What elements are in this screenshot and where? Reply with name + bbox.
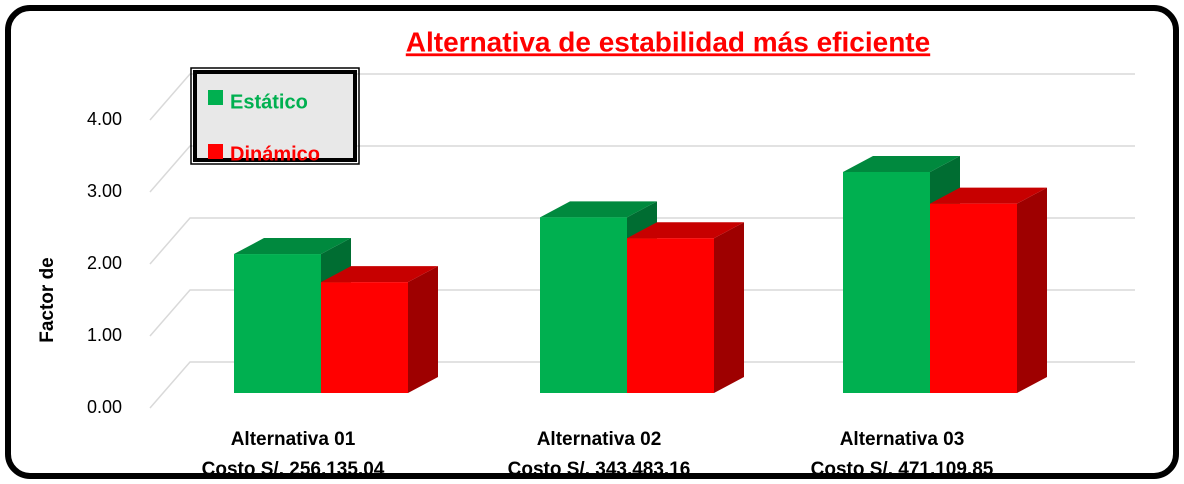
legend-label: Dinámico	[230, 143, 320, 165]
grid-line	[149, 145, 1135, 193]
legend-label: Estático	[230, 91, 308, 113]
plot: Alternativa de estabilidad más eficiente…	[37, 26, 1135, 480]
y-tick-label: 4.00	[87, 109, 122, 129]
grid-line	[149, 217, 1135, 265]
bar	[843, 171, 930, 393]
bar-side	[714, 222, 744, 393]
y-tick-label: 3.00	[87, 181, 122, 201]
x-tick-label: Alternativa 01	[231, 429, 356, 450]
legend-swatch	[208, 90, 223, 105]
bar-top	[843, 155, 960, 172]
bar	[930, 203, 1017, 393]
grid-line	[149, 73, 1135, 121]
bar-top	[321, 266, 438, 283]
grid-line	[149, 361, 1135, 409]
frame	[5, 5, 1179, 479]
bar	[540, 217, 627, 393]
grid-line	[149, 289, 1135, 337]
bar-top	[627, 222, 744, 239]
y-tick-label: 2.00	[87, 253, 122, 273]
y-tick-label: 0.00	[87, 397, 122, 417]
bar-top	[930, 187, 1047, 204]
x-tick-label: Alternativa 02	[537, 429, 662, 450]
y-tick-label: 1.00	[87, 325, 122, 345]
bar-side	[408, 266, 438, 393]
bar-top	[540, 201, 657, 218]
bar	[321, 282, 408, 393]
bar-top	[234, 238, 351, 255]
chart-title: Alternativa de estabilidad más eficiente	[406, 26, 930, 57]
x-tick-label: Costo S/. 471,109.85	[811, 459, 994, 480]
bar-side	[1017, 187, 1047, 393]
x-tick-label: Costo S/. 256,135.04	[202, 459, 385, 480]
bar	[234, 254, 321, 393]
legend-frame	[190, 67, 360, 165]
bar	[627, 238, 714, 393]
legend-swatch	[208, 144, 223, 159]
x-tick-label: Alternativa 03	[840, 429, 965, 450]
x-tick-label: Costo S/. 343,483.16	[508, 459, 691, 480]
y-axis-label: Factor de	[37, 257, 58, 343]
